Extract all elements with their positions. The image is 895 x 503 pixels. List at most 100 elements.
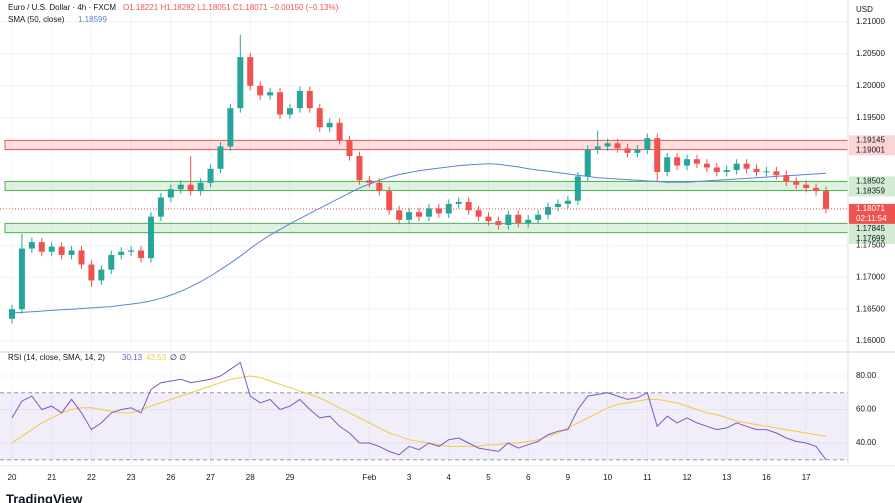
x-tick-label: 21 bbox=[47, 473, 56, 482]
plot bbox=[0, 34, 849, 461]
candle-body bbox=[336, 122, 343, 141]
y-tick-label: 1.19500 bbox=[856, 113, 885, 122]
x-tick-label: 12 bbox=[683, 473, 692, 482]
candle-body bbox=[505, 214, 512, 225]
candle-body bbox=[386, 191, 393, 211]
rsi-extra: ∅ ∅ bbox=[170, 353, 186, 362]
watermark: TradingView bbox=[6, 491, 83, 503]
candle-body bbox=[167, 189, 174, 198]
rsi-ma-line bbox=[11, 375, 827, 447]
candle-body bbox=[376, 182, 383, 192]
sma-name: SMA (50, close) bbox=[8, 15, 65, 24]
candle-body bbox=[614, 143, 621, 149]
candle-body bbox=[723, 170, 730, 172]
sma-line bbox=[11, 163, 827, 314]
candle-body bbox=[237, 57, 244, 109]
candle-body bbox=[594, 146, 601, 150]
price-label: 1.18502 bbox=[856, 177, 885, 186]
price-label-bg bbox=[849, 233, 895, 244]
candle-body bbox=[713, 167, 720, 172]
rsi-band-fill bbox=[0, 392, 848, 460]
y-tick-label: 1.17000 bbox=[856, 272, 885, 281]
x-tick-label: 17 bbox=[802, 473, 811, 482]
candle-body bbox=[28, 242, 35, 249]
candle-body bbox=[147, 216, 154, 259]
x-tick-label: 22 bbox=[87, 473, 96, 482]
x-tick-label: 13 bbox=[722, 473, 731, 482]
candle-body bbox=[217, 146, 224, 169]
price-label-bg bbox=[849, 203, 895, 224]
candle-body bbox=[306, 90, 313, 109]
candle-body bbox=[584, 149, 591, 177]
candle-body bbox=[525, 219, 532, 224]
sma-value: 1.18599 bbox=[78, 15, 107, 24]
x-tick-label: 3 bbox=[407, 473, 412, 482]
rsi-ma-value: 43.53 bbox=[146, 353, 167, 362]
zone bbox=[4, 139, 849, 151]
candle-body bbox=[753, 168, 760, 172]
x-tick-label: 29 bbox=[285, 473, 294, 482]
candle-body bbox=[445, 203, 452, 214]
candle-body bbox=[664, 157, 671, 172]
candle-body bbox=[475, 210, 482, 217]
price-label-bg bbox=[849, 186, 895, 197]
candle-body bbox=[58, 246, 65, 255]
x-tick-label: Feb bbox=[362, 473, 376, 482]
candle-body bbox=[773, 171, 780, 176]
candle-body bbox=[703, 163, 710, 168]
candle-body bbox=[138, 250, 145, 259]
candle-body bbox=[535, 214, 542, 220]
y-tick-label: 1.17500 bbox=[856, 240, 885, 249]
price-label: 1.17699 bbox=[856, 234, 885, 243]
candle-body bbox=[416, 212, 422, 217]
axis: USD 20 21 22 23 26 27 28 29 Feb 3 4 5 6 9 10 11 12 13 16 17… bbox=[0, 0, 895, 482]
x-tick-label: 26 bbox=[166, 473, 175, 482]
rsi-title: RSI (14, close, SMA, 14, 2) bbox=[8, 353, 105, 362]
candle-body bbox=[554, 203, 561, 208]
candle-body bbox=[18, 248, 25, 310]
candle-body bbox=[406, 212, 413, 220]
candle-body bbox=[286, 108, 293, 115]
price-label: 1.18071 bbox=[856, 204, 885, 213]
candle-body bbox=[495, 221, 502, 225]
candle-body bbox=[485, 216, 492, 222]
candle-body bbox=[247, 57, 254, 86]
y-tick-label: 1.16000 bbox=[856, 336, 885, 345]
zone bbox=[4, 222, 849, 234]
candle-body bbox=[128, 250, 135, 252]
price-label: 1.19001 bbox=[856, 145, 885, 154]
candle-body bbox=[803, 184, 810, 188]
candle-body bbox=[267, 92, 274, 96]
candle-body bbox=[68, 250, 75, 255]
candle-body bbox=[455, 201, 462, 204]
y-tick-label: 1.20500 bbox=[856, 49, 885, 58]
candle-body bbox=[564, 200, 571, 204]
candle-body bbox=[346, 140, 353, 157]
candle-body bbox=[823, 191, 829, 209]
candle-body bbox=[227, 108, 234, 147]
rsi-tick-label: 40.00 bbox=[856, 438, 877, 447]
rsi-value: 30.13 bbox=[122, 353, 143, 362]
x-tick-label: 6 bbox=[526, 473, 531, 482]
price-label-bg bbox=[849, 135, 895, 146]
candle-body bbox=[118, 251, 125, 255]
x-tick-label: 11 bbox=[643, 473, 652, 482]
price-label-bg bbox=[849, 176, 895, 187]
candle-body bbox=[515, 214, 522, 224]
rsi-tick-label: 60.00 bbox=[856, 405, 877, 414]
candle-body bbox=[157, 197, 164, 217]
price-label: 1.19145 bbox=[856, 135, 885, 144]
candle-body bbox=[435, 208, 442, 214]
candle-body bbox=[654, 138, 661, 172]
candle-body bbox=[743, 163, 750, 169]
candle-body bbox=[98, 269, 105, 281]
currency: USD bbox=[856, 5, 873, 14]
symbol-title: Euro / U.S. Dollar · 4h · FXCM bbox=[8, 3, 116, 12]
candle-body bbox=[366, 180, 373, 183]
candle-body bbox=[674, 157, 681, 166]
legend: Euro / U.S. Dollar · 4h · FXCM O1.18221 … bbox=[6, 3, 339, 503]
candle-body bbox=[78, 250, 85, 265]
x-tick-label: 5 bbox=[486, 473, 491, 482]
candle-body bbox=[693, 159, 700, 164]
countdown: 02:11:54 bbox=[856, 214, 887, 223]
